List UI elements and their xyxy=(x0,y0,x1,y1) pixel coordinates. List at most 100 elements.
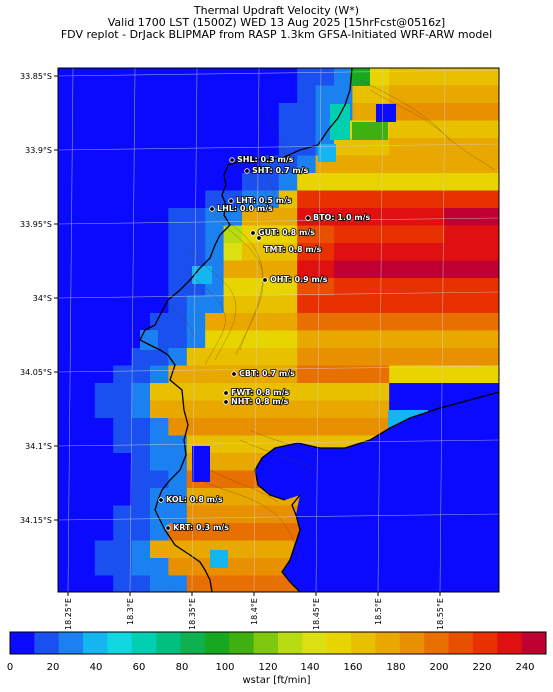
wstar-cell xyxy=(76,85,96,104)
wstar-cell xyxy=(58,260,77,279)
wstar-cell xyxy=(462,225,482,244)
wstar-cell xyxy=(242,523,261,541)
wstar-cell xyxy=(223,138,243,156)
wstar-cell xyxy=(113,278,132,296)
wstar-cell xyxy=(58,85,77,104)
wstar-cell xyxy=(94,453,114,471)
wstar-cell xyxy=(260,505,280,524)
wstar-cell xyxy=(205,85,224,104)
wstar-cell xyxy=(186,575,206,592)
wstar-cell xyxy=(186,330,206,349)
wstar-cell xyxy=(94,400,114,419)
wstar-cell xyxy=(426,103,445,121)
wstar-cell xyxy=(168,575,188,592)
wstar-cell xyxy=(278,155,298,174)
wstar-cell xyxy=(462,260,482,279)
wstar-cell xyxy=(242,418,261,436)
wstar-cell xyxy=(260,85,280,104)
wstar-cell xyxy=(407,208,427,226)
wstar-cell xyxy=(315,278,335,296)
wstar-cell xyxy=(223,85,243,104)
colorbar-swatch xyxy=(156,632,182,654)
wstar-cell xyxy=(186,348,206,366)
wstar-cell xyxy=(113,470,132,489)
wstar-cell xyxy=(352,190,372,209)
wstar-cell xyxy=(315,365,335,384)
station-marker xyxy=(231,371,237,377)
station-marker xyxy=(223,399,229,405)
wstar-cell xyxy=(334,400,353,419)
colorbar-swatch xyxy=(34,632,60,654)
wstar-cell xyxy=(389,383,408,401)
wstar-cell xyxy=(426,225,445,244)
wstar-cell xyxy=(94,558,114,576)
wstar-cell xyxy=(150,418,169,436)
wstar-cell xyxy=(352,243,372,261)
wstar-cell xyxy=(426,155,445,174)
wstar-cell xyxy=(150,68,169,86)
wstar-cell xyxy=(278,190,298,209)
wstar-cell xyxy=(223,243,243,261)
colorbar-tick-label: 180 xyxy=(386,662,405,673)
wstar-cell xyxy=(131,173,151,191)
wstar-cell xyxy=(352,365,372,384)
wstar-cell xyxy=(205,313,224,331)
wstar-cell xyxy=(94,470,114,489)
wstar-cell xyxy=(58,540,77,559)
wstar-cell xyxy=(462,155,482,174)
wstar-cell xyxy=(186,68,206,86)
wstar-cell xyxy=(278,313,298,331)
wstar-cell xyxy=(444,68,464,86)
wstar-cell xyxy=(76,418,96,436)
wstar-cell xyxy=(426,208,445,226)
wstar-cell xyxy=(426,243,445,261)
x-tick-label: 18.5°E xyxy=(374,598,383,625)
wstar-cell xyxy=(481,225,499,244)
station-marker xyxy=(158,497,164,503)
wstar-cell xyxy=(242,540,261,559)
colorbar-tick-label: 100 xyxy=(215,662,234,673)
wstar-cell xyxy=(131,453,151,471)
colorbar-swatch xyxy=(302,632,328,654)
wstar-cell xyxy=(352,103,372,121)
wstar-cell xyxy=(223,68,243,86)
wstar-cell xyxy=(407,68,427,86)
wstar-cell xyxy=(58,225,77,244)
wstar-cell xyxy=(58,383,77,401)
wstar-cell xyxy=(297,173,316,191)
x-tick-label: 18.55°E xyxy=(436,598,445,630)
wstar-cell xyxy=(223,400,243,419)
wstar-cell xyxy=(131,120,151,139)
wstar-cell xyxy=(113,575,132,592)
wstar-cell xyxy=(462,138,482,156)
wstar-cell xyxy=(334,295,353,314)
wstar-cell xyxy=(76,243,96,261)
wstar-cell xyxy=(242,295,261,314)
wstar-cell xyxy=(389,225,408,244)
wstar-cell xyxy=(205,383,224,401)
wstar-cell xyxy=(278,330,298,349)
wstar-cell xyxy=(334,225,353,244)
wstar-cell xyxy=(444,260,464,279)
colorbar-swatch xyxy=(83,632,108,654)
wstar-cell xyxy=(352,418,372,436)
wstar-cell xyxy=(278,295,298,314)
wstar-cell xyxy=(444,295,464,314)
wstar-cell xyxy=(260,68,280,86)
wstar-cell xyxy=(76,103,96,121)
wstar-cell xyxy=(481,103,499,121)
wstar-cell xyxy=(94,155,114,174)
wstar-cell xyxy=(334,85,353,104)
wstar-cell xyxy=(426,260,445,279)
colorbar-swatch xyxy=(253,632,279,654)
wstar-cell xyxy=(76,470,96,489)
colorbar-ticks: 0 20 40 60 80 100 120 140 160 180 200 22… xyxy=(7,662,535,673)
wstar-cell xyxy=(481,85,499,104)
wstar-cell xyxy=(168,505,188,524)
x-tick-label: 18.35°E xyxy=(188,598,197,630)
wstar-cell xyxy=(58,190,77,209)
wstar-cell xyxy=(94,523,114,541)
wstar-cell xyxy=(315,383,335,401)
y-tick-label: 34°S xyxy=(33,294,52,303)
